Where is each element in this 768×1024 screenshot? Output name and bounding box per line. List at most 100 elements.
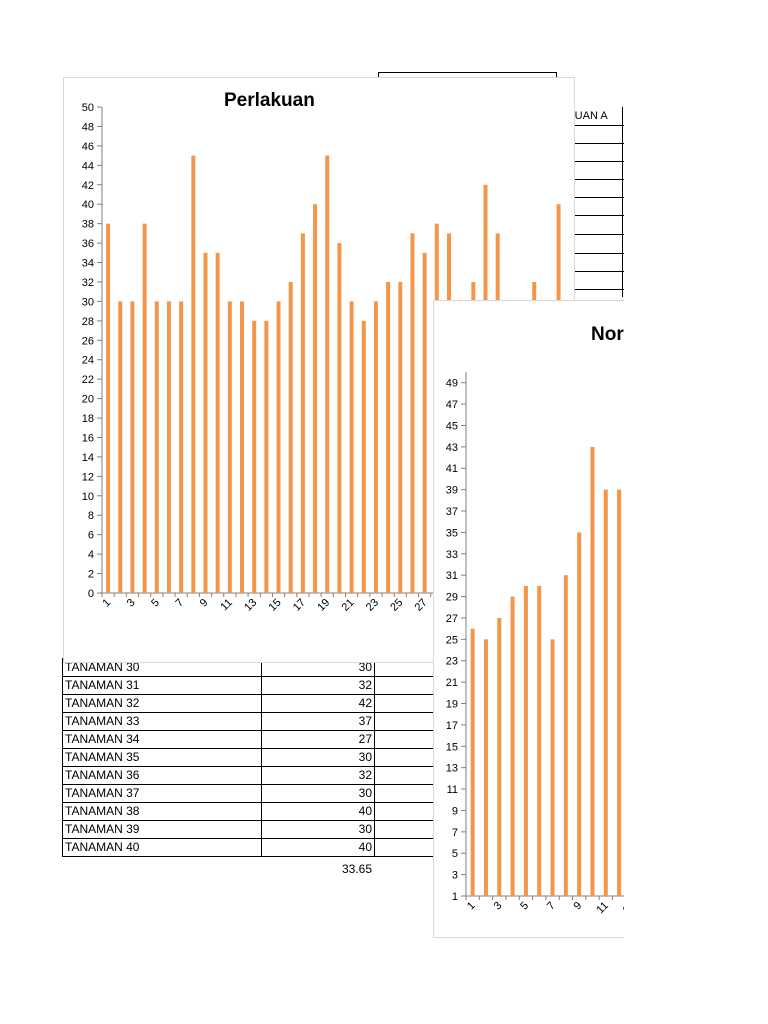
y-tick-label: 13 <box>446 763 458 775</box>
y-tick-label: 42 <box>82 180 94 192</box>
column-divider <box>622 107 623 297</box>
row-value: 40 <box>261 802 375 821</box>
y-tick-label: 50 <box>82 102 94 114</box>
bar <box>577 532 582 896</box>
y-tick-label: 26 <box>82 335 94 347</box>
row-value: 32 <box>261 766 375 785</box>
bar <box>563 575 568 896</box>
row-label: TANAMAN 34 <box>62 730 262 749</box>
bar <box>603 489 608 896</box>
y-tick-label: 28 <box>82 316 94 328</box>
x-tick-label: 13 <box>242 597 259 614</box>
chart-title: Perlakuan <box>224 90 315 111</box>
y-tick-label: 29 <box>446 592 458 604</box>
y-tick-label: 4 <box>88 549 94 561</box>
row-line <box>575 271 624 272</box>
empty-cell <box>374 802 435 821</box>
y-tick-label: 23 <box>446 656 458 668</box>
table-row[interactable]: TANAMAN 33 37 <box>62 712 435 731</box>
table-row[interactable]: TANAMAN 38 40 <box>62 802 435 821</box>
bar <box>422 252 427 594</box>
row-value: 30 <box>261 748 375 767</box>
y-tick-label: 25 <box>446 634 458 646</box>
y-tick-label: 14 <box>82 452 94 464</box>
bar <box>106 223 111 593</box>
chart-title: Nor <box>591 324 624 345</box>
x-tick-label: 25 <box>388 597 405 614</box>
row-line <box>575 179 624 180</box>
y-tick-label: 31 <box>446 570 458 582</box>
bar <box>523 585 528 896</box>
x-tick-label: 9 <box>198 597 211 610</box>
y-tick-label: 8 <box>88 510 94 522</box>
bar <box>510 596 515 896</box>
bar <box>550 639 555 896</box>
bar <box>215 252 220 594</box>
empty-cell <box>374 838 435 857</box>
x-tick-label: 17 <box>291 597 308 614</box>
y-tick-label: 15 <box>446 741 458 753</box>
y-tick-label: 45 <box>446 420 458 432</box>
x-tick-label: 15 <box>267 597 284 614</box>
bar <box>337 243 342 593</box>
bar <box>386 281 391 593</box>
table-row[interactable]: TANAMAN 35 30 <box>62 748 435 767</box>
row-label: TANAMAN 37 <box>62 784 262 803</box>
y-tick-label: 32 <box>82 277 94 289</box>
table-row[interactable]: TANAMAN 32 42 <box>62 694 435 713</box>
x-tick-label: 3 <box>125 597 138 610</box>
row-value: 40 <box>261 838 375 857</box>
x-tick-label: 5 <box>518 900 531 913</box>
y-tick-label: 41 <box>446 463 458 475</box>
y-tick-label: 34 <box>82 258 94 270</box>
empty-cell <box>374 748 435 767</box>
y-tick-label: 47 <box>446 399 458 411</box>
bar <box>252 320 257 593</box>
y-tick-label: 38 <box>82 219 94 231</box>
row-label: TANAMAN 40 <box>62 838 262 857</box>
bar <box>373 301 378 593</box>
y-tick-label: 21 <box>446 677 458 689</box>
bar <box>398 281 403 593</box>
y-tick-label: 48 <box>82 121 94 133</box>
x-tick-label: 9 <box>571 900 584 913</box>
y-tick-label: 27 <box>446 613 458 625</box>
row-label: TANAMAN 31 <box>62 676 262 695</box>
row-label: TANAMAN 38 <box>62 802 262 821</box>
bar <box>590 446 595 896</box>
y-tick-label: 7 <box>452 827 458 839</box>
y-tick-label: 10 <box>82 491 94 503</box>
row-label: TANAMAN 36 <box>62 766 262 785</box>
y-tick-label: 37 <box>446 506 458 518</box>
row-value: 30 <box>261 820 375 839</box>
x-tick-label: 19 <box>315 597 332 614</box>
spreadsheet-page: AKUAN A TANAMAN 30 30 TANAMAN 31 32 TANAMA… <box>62 72 624 938</box>
row-line <box>575 197 624 198</box>
second-chart[interactable]: Nor 1 3 5 7 9 11 13 15 17 19 21 23 25 27 29 31 33 35 37 39 4… <box>433 300 624 938</box>
bar <box>227 301 232 593</box>
row-line <box>575 143 624 144</box>
table-row[interactable]: TANAMAN 36 32 <box>62 766 435 785</box>
y-tick-label: 35 <box>446 527 458 539</box>
y-tick-label: 9 <box>452 805 458 817</box>
bar <box>203 252 208 594</box>
x-tick-label: 7 <box>545 900 558 913</box>
row-label: TANAMAN 39 <box>62 820 262 839</box>
y-tick-label: 19 <box>446 699 458 711</box>
data-table: TANAMAN 30 30 TANAMAN 31 32 TANAMAN 32 42 T… <box>62 658 435 857</box>
x-tick-label: 7 <box>173 597 186 610</box>
table-row[interactable]: TANAMAN 31 32 <box>62 676 435 695</box>
empty-cell <box>374 766 435 785</box>
table-row[interactable]: TANAMAN 37 30 <box>62 784 435 803</box>
bar <box>179 301 184 593</box>
table-row[interactable]: TANAMAN 34 27 <box>62 730 435 749</box>
y-tick-label: 1 <box>452 891 458 903</box>
bar <box>617 489 622 896</box>
y-tick-label: 18 <box>82 413 94 425</box>
table-row[interactable]: TANAMAN 40 40 <box>62 838 435 857</box>
table-row[interactable]: TANAMAN 39 30 <box>62 820 435 839</box>
bar <box>325 155 330 593</box>
row-label: TANAMAN 32 <box>62 694 262 713</box>
x-tick-label: 5 <box>149 597 162 610</box>
y-tick-label: 49 <box>446 378 458 390</box>
